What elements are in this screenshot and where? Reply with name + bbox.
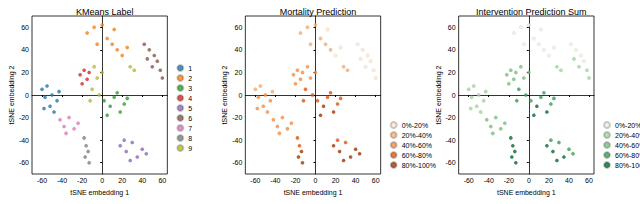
svg-text:tSNE embedding 2: tSNE embedding 2 bbox=[8, 66, 16, 125]
svg-text:-40: -40 bbox=[232, 137, 242, 144]
svg-text:1: 1 bbox=[188, 65, 192, 72]
svg-text:8: 8 bbox=[188, 135, 192, 142]
svg-text:60: 60 bbox=[158, 177, 166, 184]
svg-text:tSNE embedding 1: tSNE embedding 1 bbox=[284, 189, 343, 197]
svg-text:40%-60%: 40%-60% bbox=[402, 142, 432, 149]
svg-text:7: 7 bbox=[188, 125, 192, 132]
svg-text:0: 0 bbox=[314, 177, 318, 184]
svg-text:40: 40 bbox=[352, 177, 360, 184]
svg-text:20: 20 bbox=[545, 177, 553, 184]
svg-text:20: 20 bbox=[235, 69, 243, 76]
svg-text:-40: -40 bbox=[19, 137, 29, 144]
svg-text:-60: -60 bbox=[232, 159, 242, 166]
svg-text:60%-80%: 60%-80% bbox=[402, 152, 432, 159]
svg-text:-60: -60 bbox=[464, 177, 474, 184]
svg-text:tSNE embedding 1: tSNE embedding 1 bbox=[70, 189, 129, 197]
svg-text:20: 20 bbox=[448, 69, 456, 76]
svg-text:-40: -40 bbox=[446, 137, 456, 144]
svg-text:40: 40 bbox=[235, 46, 243, 53]
svg-text:60: 60 bbox=[585, 177, 593, 184]
svg-text:40: 40 bbox=[565, 177, 573, 184]
svg-text:20: 20 bbox=[118, 177, 126, 184]
svg-text:40: 40 bbox=[448, 46, 456, 53]
svg-text:-60: -60 bbox=[446, 159, 456, 166]
svg-text:-40: -40 bbox=[270, 177, 280, 184]
svg-text:60: 60 bbox=[372, 177, 380, 184]
svg-text:tSNE embedding 1: tSNE embedding 1 bbox=[497, 189, 556, 197]
svg-text:-60: -60 bbox=[19, 159, 29, 166]
svg-text:0%-20%: 0%-20% bbox=[402, 122, 428, 129]
svg-text:0: 0 bbox=[238, 92, 242, 99]
svg-text:-60: -60 bbox=[37, 177, 47, 184]
svg-text:0: 0 bbox=[527, 177, 531, 184]
svg-text:20%-40%: 20%-40% bbox=[402, 132, 432, 139]
svg-text:-20: -20 bbox=[446, 114, 456, 121]
svg-text:Mortality Prediction: Mortality Prediction bbox=[280, 7, 357, 17]
svg-text:40: 40 bbox=[138, 177, 146, 184]
svg-text:2: 2 bbox=[188, 75, 192, 82]
svg-text:-20: -20 bbox=[232, 114, 242, 121]
svg-text:KMeans Label: KMeans Label bbox=[76, 7, 134, 17]
svg-text:-20: -20 bbox=[504, 177, 514, 184]
svg-text:0: 0 bbox=[100, 177, 104, 184]
svg-text:tSNE embedding 2: tSNE embedding 2 bbox=[435, 66, 443, 125]
svg-text:Intervention Prediction Sum: Intervention Prediction Sum bbox=[476, 7, 587, 17]
svg-text:3: 3 bbox=[188, 85, 192, 92]
svg-text:20%-40%: 20%-40% bbox=[615, 132, 640, 139]
svg-text:40: 40 bbox=[21, 46, 29, 53]
svg-text:60%-80%: 60%-80% bbox=[615, 152, 640, 159]
svg-text:9: 9 bbox=[188, 145, 192, 152]
svg-text:-40: -40 bbox=[484, 177, 494, 184]
svg-text:4: 4 bbox=[188, 95, 192, 102]
svg-text:-20: -20 bbox=[19, 114, 29, 121]
svg-text:20: 20 bbox=[21, 69, 29, 76]
svg-text:tSNE embedding 2: tSNE embedding 2 bbox=[221, 66, 229, 125]
svg-text:-60: -60 bbox=[250, 177, 260, 184]
svg-text:-20: -20 bbox=[290, 177, 300, 184]
svg-text:80%-100%: 80%-100% bbox=[402, 162, 436, 169]
svg-text:60: 60 bbox=[448, 24, 456, 31]
svg-text:60: 60 bbox=[235, 24, 243, 31]
svg-text:0: 0 bbox=[25, 92, 29, 99]
svg-text:-40: -40 bbox=[57, 177, 67, 184]
svg-text:60: 60 bbox=[21, 24, 29, 31]
svg-text:6: 6 bbox=[188, 115, 192, 122]
svg-text:0%-20%: 0%-20% bbox=[615, 122, 640, 129]
svg-text:80%-100%: 80%-100% bbox=[615, 162, 640, 169]
svg-text:20: 20 bbox=[332, 177, 340, 184]
svg-text:-20: -20 bbox=[77, 177, 87, 184]
svg-text:0: 0 bbox=[452, 92, 456, 99]
svg-text:40%-60%: 40%-60% bbox=[615, 142, 640, 149]
svg-text:5: 5 bbox=[188, 105, 192, 112]
